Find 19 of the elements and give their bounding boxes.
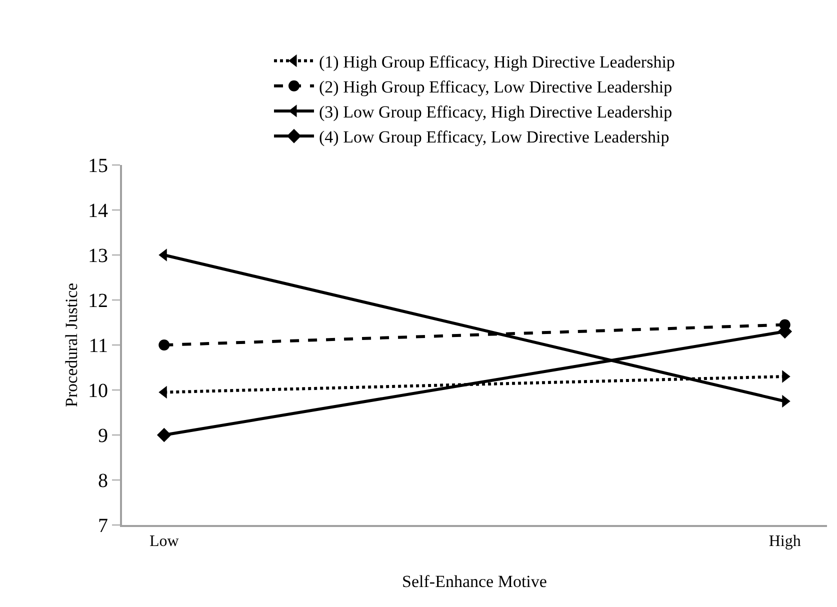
y-tick-label: 10 [88, 380, 108, 402]
y-axis-title: Procedural Justice [62, 282, 81, 408]
x-axis-title: Self-Enhance Motive [402, 572, 547, 591]
y-tick-label: 14 [88, 200, 108, 222]
legend-label: (1) High Group Efficacy, High Directive Leadership [319, 52, 675, 72]
legend-label: (3) Low Group Efficacy, High Directive Leadership [319, 102, 672, 122]
legend-label: (4) Low Group Efficacy, Low Directive Leadership [319, 128, 670, 147]
y-tick-label: 13 [88, 245, 108, 267]
y-tick-label: 8 [98, 470, 108, 492]
x-tick-label: High [768, 533, 801, 550]
x-tick-label: Low [149, 533, 180, 550]
legend-label: (2) High Group Efficacy, Low Directive Leadership [319, 77, 672, 96]
y-tick-label: 7 [98, 515, 108, 537]
point [156, 428, 172, 442]
point [158, 340, 170, 350]
y-tick-label: 15 [88, 155, 108, 177]
y-tick-label: 11 [88, 335, 108, 357]
y-tick-label: 9 [98, 425, 108, 447]
y-tick-label: 12 [88, 290, 108, 312]
